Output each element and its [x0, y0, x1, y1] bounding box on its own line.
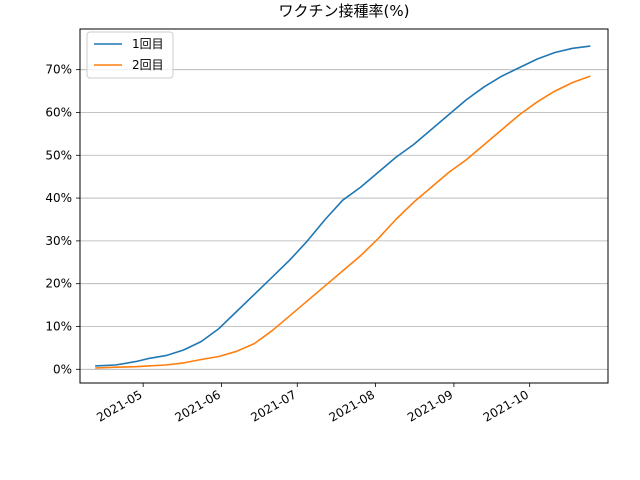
- plot-frame: [79, 28, 609, 384]
- y-tick-label: 70%: [45, 63, 72, 77]
- y-tick-label: 20%: [45, 277, 72, 291]
- x-tick-label: 2021-05: [94, 387, 144, 424]
- x-tick-label: 2021-06: [173, 387, 223, 424]
- x-tick-label: 2021-08: [327, 387, 377, 424]
- y-tick-label: 30%: [45, 234, 72, 248]
- series-layer: [95, 45, 591, 369]
- y-tick-label: 0%: [53, 362, 72, 376]
- series-line-2: [95, 75, 591, 369]
- legend-label-1: 1回目: [132, 37, 164, 51]
- legend: 1回目 2回目: [86, 31, 174, 79]
- y-tick-label: 60%: [45, 105, 72, 119]
- y-tick-label: 40%: [45, 191, 72, 205]
- grid-lines: [80, 69, 608, 370]
- y-tick-label: 10%: [45, 319, 72, 333]
- y-axis: 0% 10% 20% 30% 40% 50% 60% 70%: [45, 63, 80, 376]
- x-tick-label: 2021-09: [405, 387, 455, 424]
- series-line-1: [95, 45, 591, 367]
- y-tick-label: 50%: [45, 148, 72, 162]
- legend-label-2: 2回目: [132, 58, 164, 72]
- x-tick-label: 2021-10: [481, 387, 531, 424]
- chart-title: ワクチン接種率(%): [279, 2, 410, 20]
- x-axis: 2021-05 2021-06 2021-07 2021-08 2021-09 2021-…: [94, 383, 531, 425]
- x-tick-label: 2021-07: [248, 387, 298, 424]
